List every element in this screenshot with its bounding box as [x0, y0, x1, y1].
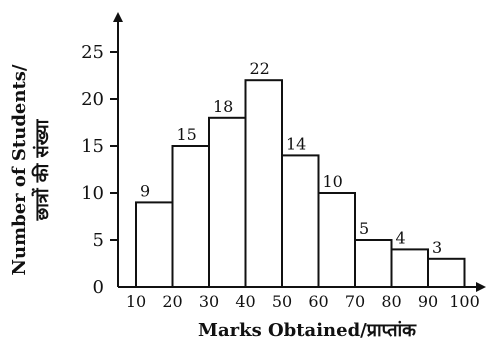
y-tick-label: 0: [93, 277, 104, 298]
y-tick-label: 10: [81, 183, 104, 204]
y-tick-labels: 0 5 10 15 20 25: [81, 42, 104, 298]
bar: [135, 201, 174, 288]
x-tick-label: 90: [418, 292, 438, 311]
x-axis-label: Marks Obtained/प्राप्तांक: [198, 320, 417, 341]
data-label: 22: [250, 59, 270, 78]
x-tick-label: 100: [449, 292, 480, 311]
bar: [244, 79, 283, 288]
y-axis-label-line2: छात्रों की संख्या: [31, 118, 53, 221]
x-tick-label: 10: [126, 292, 146, 311]
x-tick-labels: 10 20 30 40 50 60 70 80 90 100: [126, 292, 480, 311]
x-tick-label: 80: [381, 292, 401, 311]
x-tick-label: 20: [162, 292, 182, 311]
data-label: 5: [359, 219, 369, 238]
bar: [317, 192, 356, 288]
y-tick-label: 25: [81, 42, 104, 63]
data-label: 4: [396, 228, 406, 247]
bar: [171, 145, 210, 288]
data-label: 14: [286, 134, 306, 153]
bars: [135, 79, 466, 288]
data-label: 9: [140, 181, 150, 200]
y-axis-label-line1: Number of Students/: [9, 64, 30, 275]
x-tick-label: 50: [272, 292, 292, 311]
x-tick-label: 40: [235, 292, 255, 311]
x-tick-label: 70: [345, 292, 365, 311]
bar: [208, 116, 247, 288]
data-label: 3: [432, 238, 442, 257]
bar: [354, 239, 393, 288]
x-axis-arrow: [476, 282, 486, 292]
y-tick-label: 15: [81, 136, 104, 157]
bar: [427, 257, 466, 288]
bar: [390, 248, 429, 288]
data-label: 10: [323, 172, 343, 191]
y-tick-label: 5: [93, 230, 104, 251]
y-axis-arrow: [113, 12, 123, 22]
x-tick-label: 30: [199, 292, 219, 311]
bar: [281, 154, 320, 288]
data-labels: 9 15 18 22 14 10 5 4 3: [140, 59, 442, 257]
data-label: 18: [213, 97, 233, 116]
data-label: 15: [177, 125, 197, 144]
y-tick-label: 20: [81, 89, 104, 110]
x-tick-label: 60: [308, 292, 328, 311]
